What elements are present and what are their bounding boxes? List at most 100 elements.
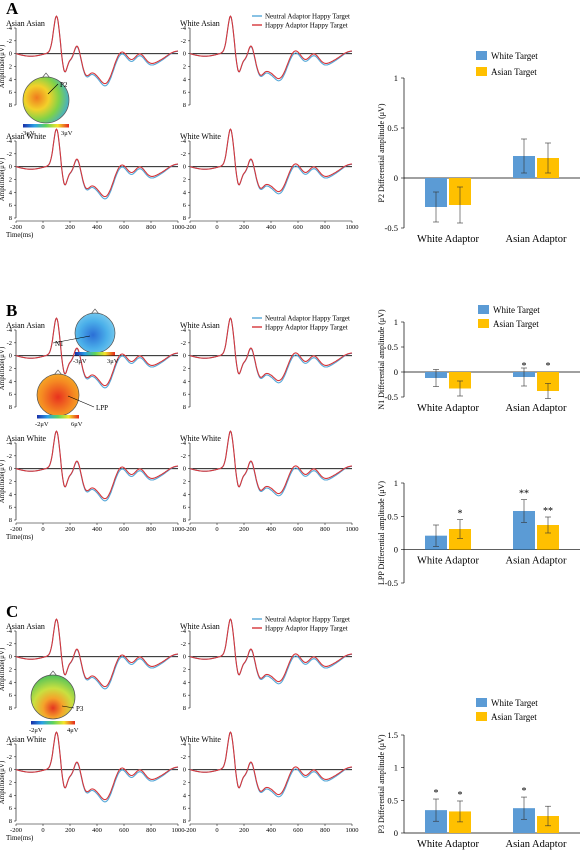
- erp-y-tick-label: -2: [7, 453, 12, 460]
- bar-asian-target: [449, 529, 471, 550]
- bar-category-label: White Adaptor: [417, 234, 480, 245]
- bar-y-tick-label: 0: [394, 828, 398, 838]
- bar-y-tick-label: -0.5: [385, 578, 398, 588]
- bar-chart-p2: 1 0.5 0 -0.5 P2 Differential amplitude (μV) W…: [377, 51, 580, 245]
- significance-marker: *: [434, 788, 439, 799]
- erp-x-tick-label: 800: [320, 224, 330, 231]
- erp-y-tick-label: 4: [9, 189, 13, 196]
- significance-marker: **: [543, 506, 553, 517]
- head-map: [30, 674, 76, 720]
- erp-x-tick-label: 400: [266, 224, 276, 231]
- erp-x-tick-label: 1000: [346, 827, 359, 834]
- erp-x-tick-label: -200: [10, 827, 22, 834]
- erp-x-tick-label: 400: [266, 827, 276, 834]
- erp-x-tick-label: 600: [293, 827, 303, 834]
- legend-label-happy: Happy Adaptor Happy Target: [265, 625, 348, 633]
- erp-y-tick-label: 8: [183, 102, 186, 109]
- colorbar: [23, 124, 69, 128]
- erp-y-tick-label: 6: [183, 202, 187, 209]
- bar-legend: White Target Asian Target: [478, 305, 540, 329]
- erp-y-tick-label: 6: [183, 504, 187, 511]
- erp-plot-title: White Asian: [180, 622, 220, 631]
- erp-x-tick-label: -200: [184, 224, 196, 231]
- erp-x-tick-label: 800: [146, 827, 156, 834]
- colorbar: [31, 721, 75, 725]
- erp-y-tick-label: 2: [183, 479, 186, 486]
- topo-n1: N1 -3μV 3μV: [52, 308, 119, 365]
- bar-y-tick-label: -0.5: [385, 392, 398, 402]
- erp-x-tick-label: 0: [41, 827, 44, 834]
- erp-series-happy: [189, 731, 353, 796]
- erp-plot: White White-4 -2 0 2 4 6 8 -200 0 200 400 600 800 100…: [180, 128, 359, 231]
- erp-x-tick-label: 400: [92, 827, 102, 834]
- erp-y-tick-label: 0: [183, 353, 186, 360]
- bar-y-tick-label: 0: [394, 545, 398, 555]
- erp-x-tick-label: 0: [41, 224, 44, 231]
- bar-y-tick-label: 1: [394, 763, 398, 773]
- legend-swatch-asian-target: [476, 712, 487, 721]
- erp-y-tick-label: -4: [7, 440, 13, 447]
- erp-y-tick-label: 8: [9, 705, 12, 712]
- erp-x-tick-label: -200: [184, 827, 196, 834]
- erp-y-tick-label: 4: [183, 189, 187, 196]
- erp-y-tick-label: 0: [183, 164, 186, 171]
- erp-x-tick-label: 400: [92, 526, 102, 533]
- erp-x-tick-label: 1000: [172, 224, 185, 231]
- legend-label-white-target: White Target: [491, 698, 538, 708]
- erp-y-tick-label: -2: [181, 340, 186, 347]
- component-pointer: [67, 395, 95, 408]
- bar-asian-target: [449, 811, 471, 833]
- erp-y-tick-label: 2: [183, 177, 186, 184]
- erp-y-tick-label: 6: [183, 89, 187, 96]
- legend-label-asian-target: Asian Target: [491, 712, 537, 722]
- erp-series-happy: [15, 430, 179, 500]
- erp-y-label: Amplitude(μV): [0, 346, 6, 390]
- bar-chart-layer: 1 0.5 0 -0.5 P2 Differential amplitude (μV) W…: [377, 51, 580, 850]
- legend-label-asian-target: Asian Target: [491, 67, 537, 77]
- legend-swatch-asian-target: [476, 67, 487, 76]
- erp-plot-title: Asian Asian: [6, 321, 45, 330]
- bar-white-target: [513, 511, 535, 550]
- erp-y-tick-label: 8: [9, 517, 12, 524]
- erp-series-happy: [15, 731, 179, 801]
- erp-y-tick-label: 0: [183, 466, 186, 473]
- topo-p3: P3 -2μV 4μV: [29, 670, 84, 734]
- erp-plot-title: Asian White: [6, 735, 47, 744]
- erp-y-tick-label: 6: [9, 391, 13, 398]
- legend-swatch-white-target: [478, 305, 489, 314]
- erp-y-tick-label: 4: [183, 491, 187, 498]
- significance-marker: *: [522, 361, 527, 372]
- legend-swatch-asian-target: [478, 319, 489, 328]
- colorbar-min-label: -3μV: [73, 358, 87, 365]
- legend-label-neutral: Neutral Adaptor Happy Target: [265, 616, 350, 624]
- bar-y-tick-label: 0.5: [387, 123, 398, 133]
- erp-y-tick-label: 8: [9, 818, 12, 825]
- erp-y-tick-label: -4: [181, 138, 187, 145]
- erp-x-tick-label: 800: [320, 526, 330, 533]
- erp-x-tick-label: 600: [119, 827, 129, 834]
- component-pointer: [52, 335, 91, 344]
- erp-y-tick-label: 6: [9, 504, 13, 511]
- bar-white-target: [425, 810, 447, 833]
- erp-plot-title: Asian Asian: [6, 622, 45, 631]
- erp-y-tick-label: 4: [9, 491, 13, 498]
- bar-y-label: P3 Differential amplitude (μV): [377, 734, 386, 833]
- significance-marker: *: [458, 509, 463, 520]
- erp-x-label: Time(ms): [6, 834, 34, 842]
- head-map: [22, 76, 70, 124]
- head-map: [74, 312, 116, 354]
- erp-y-tick-label: 2: [183, 667, 186, 674]
- erp-plot: White Asian-4 -2 0 2 4 6 8 Neutral Adaptor Happ…: [180, 315, 353, 411]
- erp-y-tick-label: 4: [183, 792, 187, 799]
- erp-x-tick-label: 400: [266, 526, 276, 533]
- erp-y-tick-label: 0: [183, 767, 186, 774]
- erp-y-tick-label: -4: [181, 741, 187, 748]
- bar-y-tick-label: 1: [394, 317, 398, 327]
- bar-chart-p3: 1.5 1 0.5 0 P3 Differential amplitude (μV) * *…: [377, 698, 580, 850]
- bar-chart-n1: 1 0.5 0 -0.5N1 Differential amplitude (μV) W…: [377, 305, 580, 414]
- erp-x-tick-label: -200: [10, 224, 22, 231]
- erp-y-tick-label: -2: [7, 340, 12, 347]
